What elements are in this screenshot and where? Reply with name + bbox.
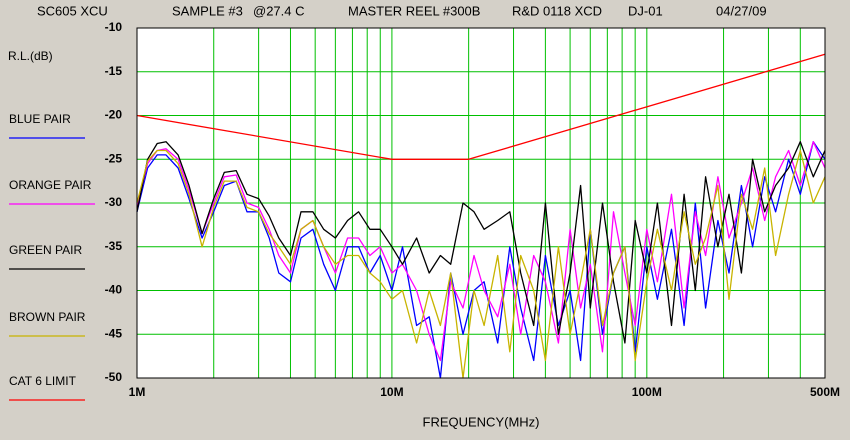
x-tick-label: 100M <box>632 385 662 399</box>
y-tick-label: -40 <box>105 283 123 297</box>
title-part: SAMPLE #3 <box>172 3 243 18</box>
series-line <box>136 53 826 160</box>
legend-label: GREEN PAIR <box>9 243 82 257</box>
y-tick-label: -45 <box>105 326 123 340</box>
series-line <box>136 149 826 379</box>
title-part: MASTER REEL #300B <box>348 3 480 18</box>
y-tick-label: -35 <box>105 239 123 253</box>
y-axis-label: R.L.(dB) <box>8 49 53 63</box>
y-tick-label: -30 <box>105 195 123 209</box>
x-tick-label: 500M <box>810 385 840 399</box>
x-tick-label: 1M <box>129 385 146 399</box>
y-tick-label: -15 <box>105 64 123 78</box>
legend-label: ORANGE PAIR <box>9 178 92 192</box>
title-part: @27.4 C <box>253 3 305 18</box>
y-tick-label: -25 <box>105 151 123 165</box>
title-part: DJ-01 <box>628 3 663 18</box>
legend-label: CAT 6 LIMIT <box>9 374 77 388</box>
plot-border <box>136 27 826 379</box>
series-line <box>136 141 826 362</box>
y-tick-label: -10 <box>105 20 123 34</box>
y-tick-label: -50 <box>105 370 123 384</box>
series-line <box>136 141 826 344</box>
legend-label: BLUE PAIR <box>9 112 71 126</box>
legend-label: BROWN PAIR <box>9 310 86 324</box>
title-part: R&D 0118 XCD <box>512 3 602 18</box>
x-tick-label: 10M <box>380 385 403 399</box>
y-tick-label: -20 <box>105 108 123 122</box>
title-part: SC605 XCU <box>37 3 108 18</box>
title-part: 04/27/09 <box>716 3 767 18</box>
x-axis-label: FREQUENCY(MHz) <box>423 414 540 429</box>
